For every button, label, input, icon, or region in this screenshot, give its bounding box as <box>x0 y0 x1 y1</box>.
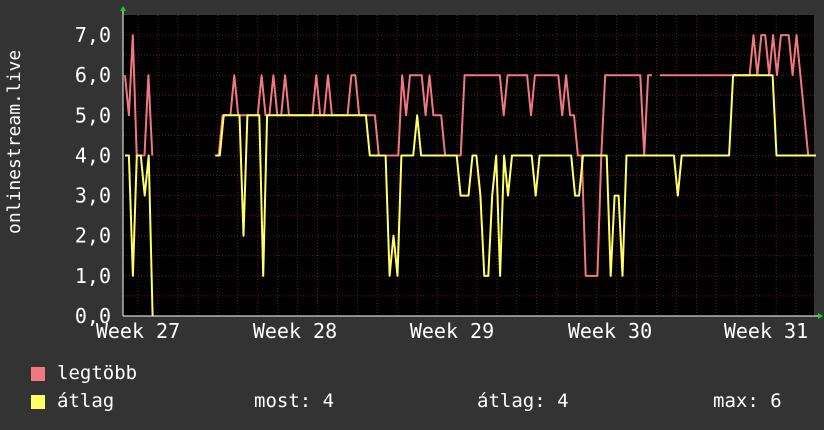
y-tick-label: 6,0 <box>75 63 111 87</box>
y-tick-label: 2,0 <box>75 224 111 248</box>
x-tick-label: Week 27 <box>96 319 180 343</box>
x-axis-arrow <box>818 313 823 319</box>
legend-swatch-max <box>31 367 45 381</box>
y-axis-label: onlinestream.live <box>4 49 25 234</box>
plot-background <box>123 15 814 316</box>
series-lines <box>124 34 816 317</box>
x-tick-label: Week 30 <box>568 319 652 343</box>
axes <box>120 6 823 319</box>
legend-swatch-avg <box>31 395 45 409</box>
x-tick-label: Week 28 <box>253 319 337 343</box>
legend-label-avg: átlag <box>57 390 115 412</box>
y-tick-label: 3,0 <box>75 184 111 208</box>
stat-average: átlag: 4 <box>477 390 569 412</box>
y-tick-label: 5,0 <box>75 103 111 127</box>
y-tick-label: 0,0 <box>75 304 111 328</box>
legend-label-max: legtöbb <box>57 362 138 384</box>
y-axis-arrow <box>120 6 126 11</box>
series-line-avg <box>125 74 816 317</box>
stat-max: max: 6 <box>713 390 782 412</box>
stat-now: most: 4 <box>254 390 335 412</box>
y-tick-label: 1,0 <box>75 264 111 288</box>
y-tick-label: 4,0 <box>75 144 111 168</box>
x-tick-label: Week 29 <box>410 319 494 343</box>
y-tick-label: 7,0 <box>75 23 111 47</box>
y-tick-labels: 0,0 1,0 2,0 3,0 4,0 5,0 6,0 7,0 <box>75 23 111 328</box>
x-tick-label: Week 31 <box>724 319 808 343</box>
x-tick-labels: Week 27 Week 28 Week 29 Week 30 Week 31 <box>96 319 808 343</box>
